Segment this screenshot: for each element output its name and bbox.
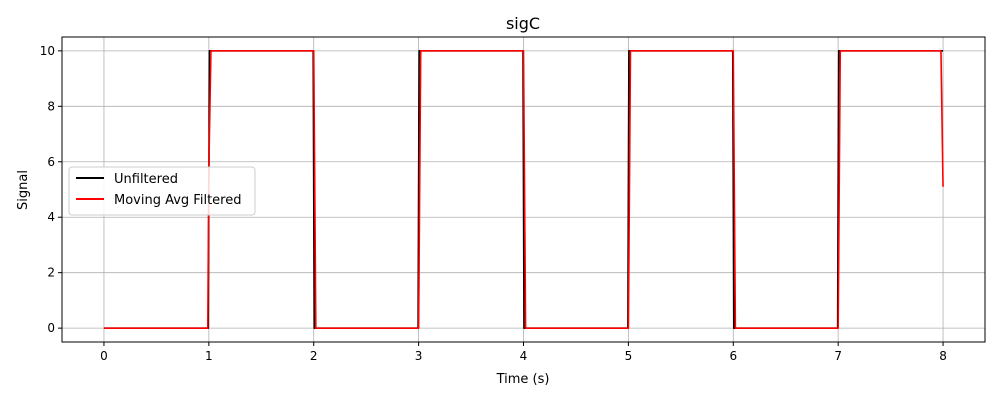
x-axis-label: Time (s) [496, 372, 550, 387]
y-tick-label: 4 [47, 210, 55, 224]
series-layer [103, 50, 944, 329]
y-tick-label: 0 [47, 321, 55, 335]
x-tick-label: 0 [100, 349, 108, 363]
x-tick-label: 6 [729, 349, 737, 363]
y-tick-label: 6 [47, 155, 55, 169]
y-tick-label: 10 [40, 44, 55, 58]
legend-label-unfiltered: Unfiltered [114, 172, 178, 187]
x-tick-label: 3 [415, 349, 423, 363]
x-tick-label: 8 [939, 349, 947, 363]
ticks: 0 1 2 3 4 5 6 7 8 0 2 4 6 8 10 [40, 44, 947, 363]
y-axis-label: Signal [16, 170, 31, 210]
legend: Unfiltered Moving Avg Filtered [68, 166, 256, 216]
series-line-moving-avg-filtered [103, 50, 944, 329]
x-tick-label: 2 [310, 349, 318, 363]
x-tick-label: 4 [520, 349, 528, 363]
x-tick-label: 7 [834, 349, 842, 363]
legend-label-moving-avg-filtered: Moving Avg Filtered [114, 193, 241, 208]
x-tick-label: 1 [205, 349, 213, 363]
y-tick-label: 8 [47, 99, 55, 113]
chart-title: sigC [506, 14, 540, 33]
legend-box [68, 166, 256, 216]
x-tick-label: 5 [625, 349, 633, 363]
y-tick-label: 2 [47, 266, 55, 280]
